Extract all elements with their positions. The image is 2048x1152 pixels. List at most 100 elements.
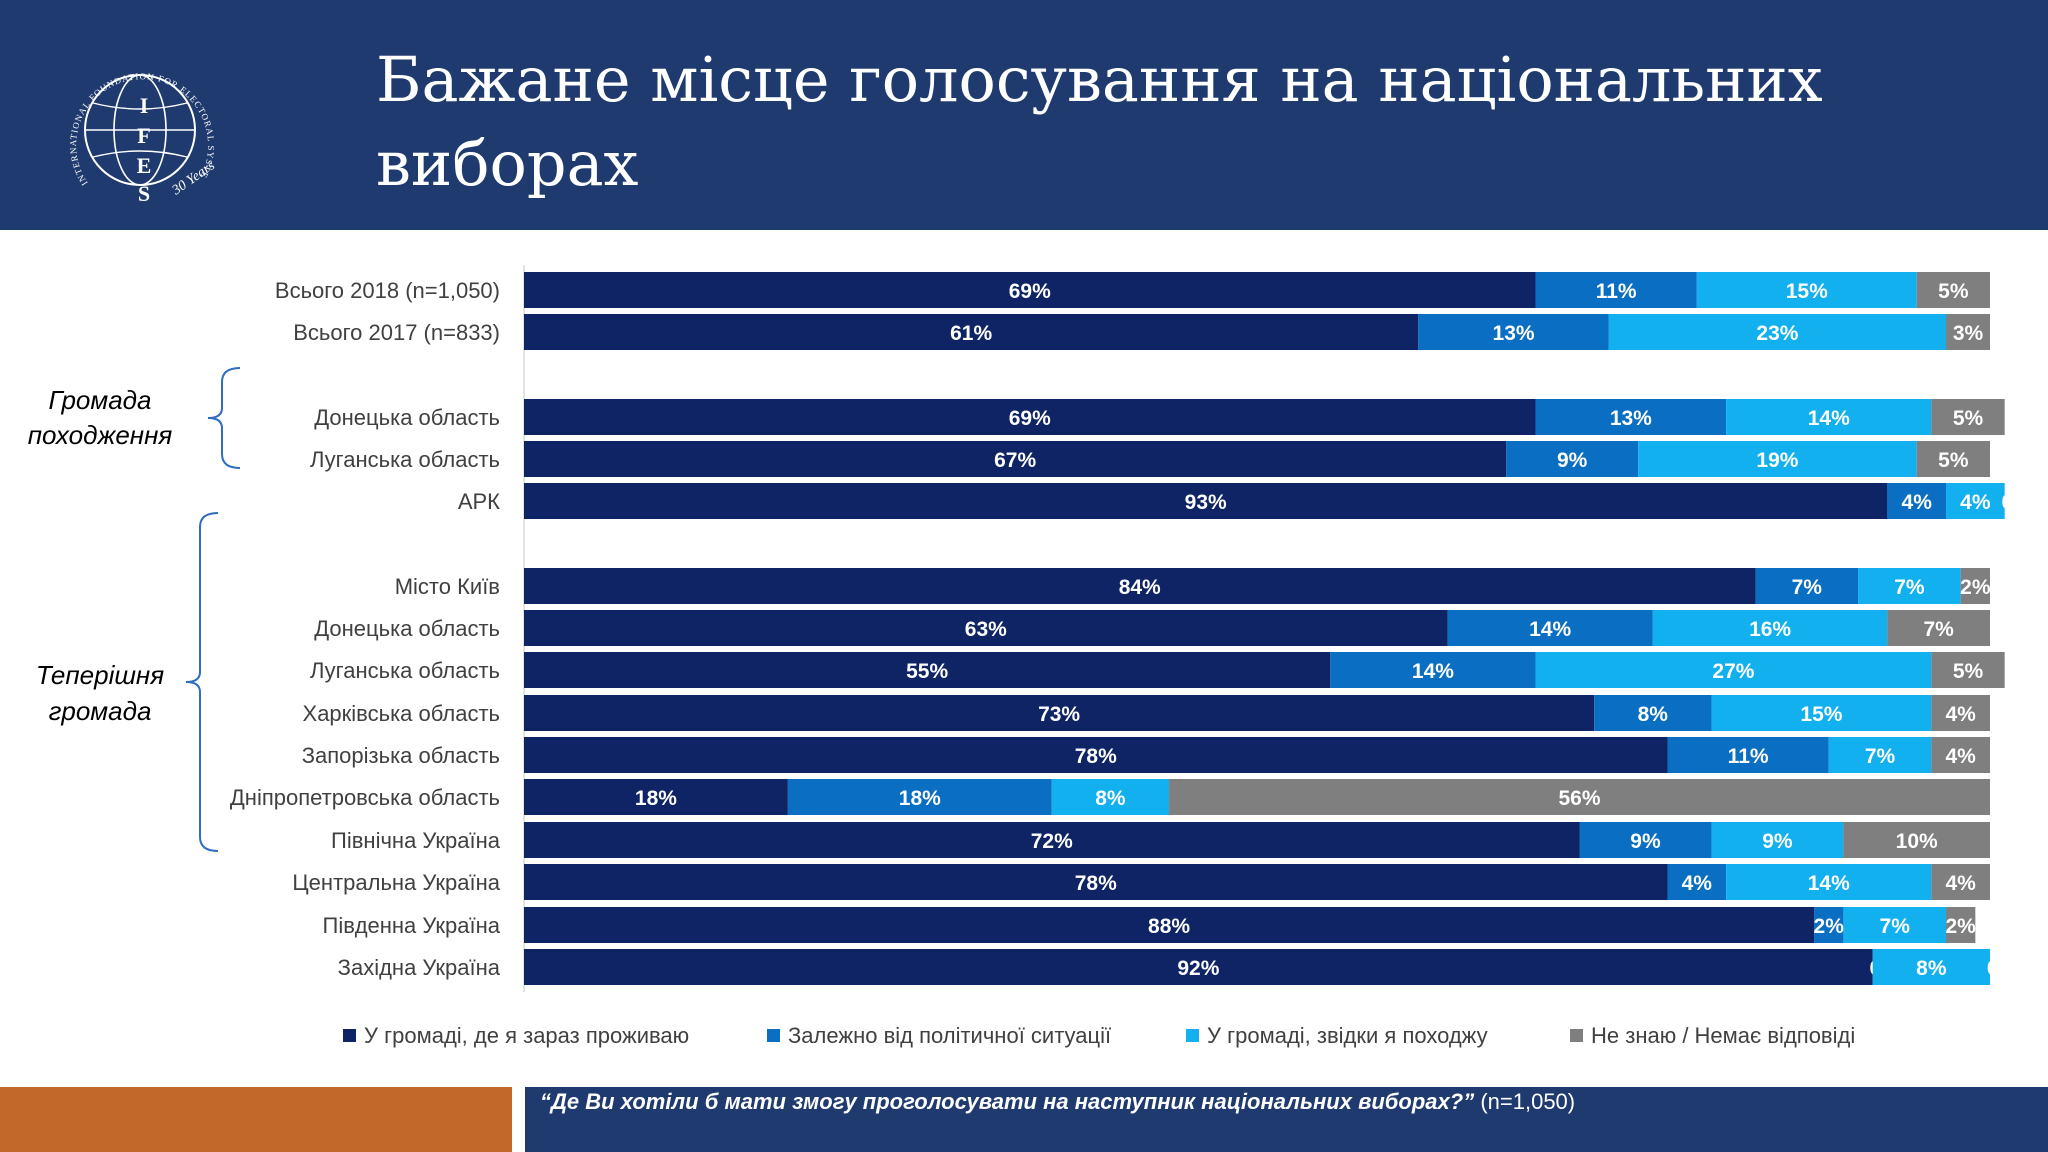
category-label: Луганська область [310,658,500,683]
group-brace [185,512,219,852]
bar-segment [524,949,1873,985]
bar-segment [524,610,1448,646]
bar-segment [1814,907,1844,943]
data-label: 69% [1009,280,1051,303]
data-label: 14% [1529,618,1571,641]
logo-years: 30 Years [169,158,218,199]
bar-segment [1843,822,1990,858]
group-label-line-2: походження [28,420,173,450]
data-label: 15% [1800,703,1842,726]
bar-segment [1418,314,1609,350]
bar-segment [1051,779,1170,815]
bar-segment [1667,737,1829,773]
bar-segment [1931,695,1990,731]
data-label: 15% [1786,280,1828,303]
bar-segment [1535,399,1727,435]
data-label: 10% [1896,830,1938,853]
data-label: 0% [2001,491,2032,514]
data-label: 7% [1792,576,1823,599]
bar-segment [524,483,1888,519]
bar-segment [1169,779,1990,815]
category-label: АРК [458,489,500,514]
data-label: 14% [1412,660,1454,683]
bar-segment [1447,610,1653,646]
bar-segment [524,399,1536,435]
data-label: 4% [1960,491,1991,514]
data-label: 73% [1038,703,1080,726]
data-label: 88% [1148,915,1190,938]
bar-segment [524,779,788,815]
category-label: Північна Україна [331,828,501,853]
bar-segment [1916,272,1990,308]
category-label: Західна Україна [338,955,501,980]
group-label-line-2: громада [49,696,152,726]
bar-segment [1535,652,1932,688]
bar-segment [787,779,1052,815]
bar-segment [524,907,1815,943]
group-brace [207,367,241,469]
data-label: 23% [1756,322,1798,345]
bar-segment [1828,737,1932,773]
legend-label: Залежно від політичної ситуації [788,1023,1111,1048]
data-label: 2% [1946,915,1977,938]
bar-segment [524,568,1756,604]
bar-segment [1535,272,1697,308]
bar-segment [1946,483,2005,519]
legend-swatch [343,1029,356,1042]
data-label: 4% [1946,703,1977,726]
data-label: 7% [1880,915,1911,938]
bar-segment [1579,822,1712,858]
footer-bar: “Де Ви хотіли б мати змогу проголосувати… [525,1087,2048,1152]
bar-segment [1726,399,1932,435]
data-label: 18% [899,787,941,810]
data-label: 3% [1953,322,1984,345]
stacked-bar-chart: Всього 2018 (n=1,050) 69% 11% 15% 5% Всього 2… [28,265,2032,1048]
data-label: 84% [1119,576,1161,599]
data-label: 16% [1749,618,1791,641]
header-bar: INTERNATIONAL FOUNDATION FOR ELECTORAL S… [0,0,2048,230]
data-label: 8% [1638,703,1669,726]
legend-swatch [1186,1029,1199,1042]
footer-accent [0,1087,512,1152]
bar-segment [1887,610,1990,646]
data-label: 14% [1808,872,1850,895]
data-label: 78% [1075,745,1117,768]
data-label: 27% [1712,660,1754,683]
data-label: 7% [1924,618,1955,641]
bar-segment [1858,568,1961,604]
data-label: 72% [1031,830,1073,853]
bar-segment [1946,314,1990,350]
data-label: 11% [1728,745,1769,768]
data-label: 5% [1938,449,1969,472]
ifes-logo: INTERNATIONAL FOUNDATION FOR ELECTORAL S… [58,45,218,206]
legend-swatch [1570,1029,1583,1042]
category-label: Харківська область [303,701,500,726]
category-label: Всього 2018 (n=1,050) [275,278,500,303]
group-label-line-1: Громада [48,385,151,415]
bar-segment [1711,695,1932,731]
data-label: 9% [1557,449,1588,472]
legend-label: Не знаю / Немає відповіді [1591,1023,1855,1048]
bar-segment [1696,272,1917,308]
bar-segment [524,441,1507,477]
svg-text:E: E [137,153,152,178]
data-label: 7% [1894,576,1925,599]
data-label: 0% [1987,957,2018,980]
bar-segment [1872,949,1990,985]
bar-segment [1506,441,1639,477]
bar-segment [1946,907,1976,943]
page-title: Бажане місце голосування на національних… [376,38,1976,206]
sample-size: (n=1,050) [1474,1089,1576,1114]
category-label: Місто Київ [395,574,500,599]
bar-segment [1755,568,1859,604]
legend-label: У громаді, звідки я походжу [1207,1023,1488,1048]
data-label: 92% [1177,957,1219,980]
data-label: 61% [950,322,992,345]
bar-segment [1638,441,1917,477]
bar-segment [1916,441,1990,477]
data-label: 8% [1916,957,1947,980]
bar-segment [524,652,1331,688]
bar-segment [1887,483,1947,519]
bar-segment [524,695,1595,731]
category-label: Запорізька область [302,743,500,768]
